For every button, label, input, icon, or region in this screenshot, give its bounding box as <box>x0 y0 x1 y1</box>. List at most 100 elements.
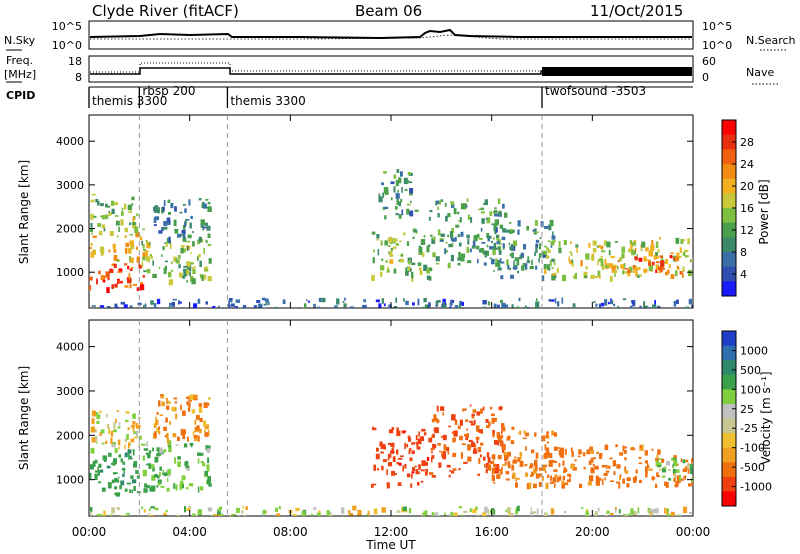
velocity-echo-cell <box>638 462 643 465</box>
power-echo-cell <box>544 245 547 248</box>
power-echo-cell <box>90 242 93 246</box>
power-echo-cell <box>611 271 615 273</box>
power-echo-cell <box>449 302 453 306</box>
velocity-echo-cell <box>474 443 477 448</box>
velocity-echo-cell <box>606 464 608 469</box>
velocity-echo-cell <box>120 458 124 463</box>
power-echo-cell <box>481 242 486 244</box>
velocity-echo-cell <box>232 513 236 516</box>
velocity-echo-cell <box>501 467 503 471</box>
velocity-echo-cell <box>357 509 362 516</box>
velocity-echo-cell <box>460 514 463 516</box>
power-echo-cell <box>380 240 383 246</box>
power-echo-cell <box>684 249 689 253</box>
velocity-echo-cell <box>408 437 412 442</box>
power-echo-cell <box>235 299 241 303</box>
velocity-echo-cell <box>597 477 602 481</box>
power-echo-cell <box>622 264 624 269</box>
power-echo-cell <box>677 268 680 271</box>
power-echo-cell <box>120 219 124 226</box>
velocity-echo-cell <box>396 461 399 465</box>
velocity-echo-cell <box>157 426 160 430</box>
power-echo-cell <box>541 275 545 281</box>
velocity-echo-cell <box>407 435 411 439</box>
power-echo-cell <box>458 251 461 258</box>
power-echo-cell <box>554 297 557 304</box>
power-echo-cell <box>173 256 177 262</box>
power-echo-cell <box>422 252 425 258</box>
power-echo-cell <box>100 275 105 281</box>
power-echo-cell <box>115 220 120 226</box>
velocity-echo-cell <box>116 410 119 412</box>
power-colorbar-tick-label: 8 <box>740 246 747 259</box>
velocity-echo-cell <box>449 469 452 472</box>
velocity-echo-cell <box>103 457 107 462</box>
power-echo-cell <box>661 256 664 263</box>
power-echo-cell <box>486 217 491 224</box>
velocity-echo-cell <box>577 455 581 458</box>
power-echo-cell <box>608 301 610 305</box>
velocity-echo-cell <box>469 404 472 407</box>
velocity-colorbar-tick-label: -25 <box>740 422 758 435</box>
velocity-echo-cell <box>601 478 604 486</box>
power-echo-cell <box>304 303 307 308</box>
velocity-echo-cell <box>452 437 456 443</box>
power-echo-cell <box>103 228 106 232</box>
power-echo-cell <box>344 297 346 301</box>
power-echo-cell <box>172 298 177 301</box>
velocity-echo-cell <box>117 426 121 429</box>
power-echo-cell <box>403 298 405 302</box>
power-echo-cell <box>509 267 511 271</box>
velocity-echo-cell <box>105 440 108 444</box>
power-echo-cell <box>606 241 611 248</box>
velocity-colorbar-tick-label: 100 <box>740 383 761 396</box>
velocity-echo-cell <box>114 492 117 496</box>
power-echo-cell <box>108 249 111 253</box>
velocity-echo-cell <box>114 448 118 453</box>
power-echo-cell <box>482 306 486 308</box>
power-echo-cell <box>262 307 267 308</box>
velocity-echo-cell <box>476 514 480 516</box>
velocity-echo-cell <box>485 468 488 474</box>
power-echo-cell <box>454 236 457 242</box>
velocity-echo-cell <box>592 463 595 467</box>
velocity-echo-cell <box>493 463 497 467</box>
power-echo-cell <box>432 252 436 258</box>
power-echo-cell <box>676 299 679 304</box>
power-echo-cell <box>435 201 438 206</box>
velocity-echo-cell <box>131 479 137 484</box>
power-echo-cell <box>450 254 454 262</box>
power-echo-cell <box>395 206 398 210</box>
velocity-echo-cell <box>207 507 213 512</box>
power-echo-cell <box>467 260 472 264</box>
power-echo-cell <box>440 239 444 242</box>
power-echo-cell <box>647 307 650 308</box>
power-echo-cell <box>682 266 685 272</box>
velocity-echo-cell <box>612 460 617 467</box>
power-echo-cell <box>263 303 266 306</box>
power-echo-cell <box>535 265 538 270</box>
velocity-echo-cell <box>424 472 428 476</box>
power-echo-cell <box>150 300 154 305</box>
power-echo-cell <box>129 284 132 289</box>
velocity-echo-cell <box>113 472 116 475</box>
velocity-echo-cell <box>430 447 435 450</box>
power-echo-cell <box>253 305 257 308</box>
velocity-echo-cell <box>160 394 165 399</box>
velocity-echo-cell <box>594 465 599 470</box>
power-echo-cell <box>509 229 513 234</box>
velocity-echo-cell <box>421 460 426 467</box>
power-echo-cell <box>548 240 551 243</box>
velocity-echo-cell <box>146 485 151 489</box>
velocity-echo-cell <box>558 463 561 468</box>
power-echo-cell <box>398 214 402 219</box>
power-echo-cell <box>634 256 638 261</box>
power-echo-cell <box>410 200 412 203</box>
velocity-echo-cell <box>96 441 98 444</box>
power-echo-cell <box>684 255 688 258</box>
velocity-echo-cell <box>675 481 679 486</box>
velocity-echo-cell <box>509 513 514 516</box>
power-panel-frame <box>88 114 694 309</box>
power-echo-cell <box>403 232 406 236</box>
power-echo-cell <box>638 257 643 262</box>
